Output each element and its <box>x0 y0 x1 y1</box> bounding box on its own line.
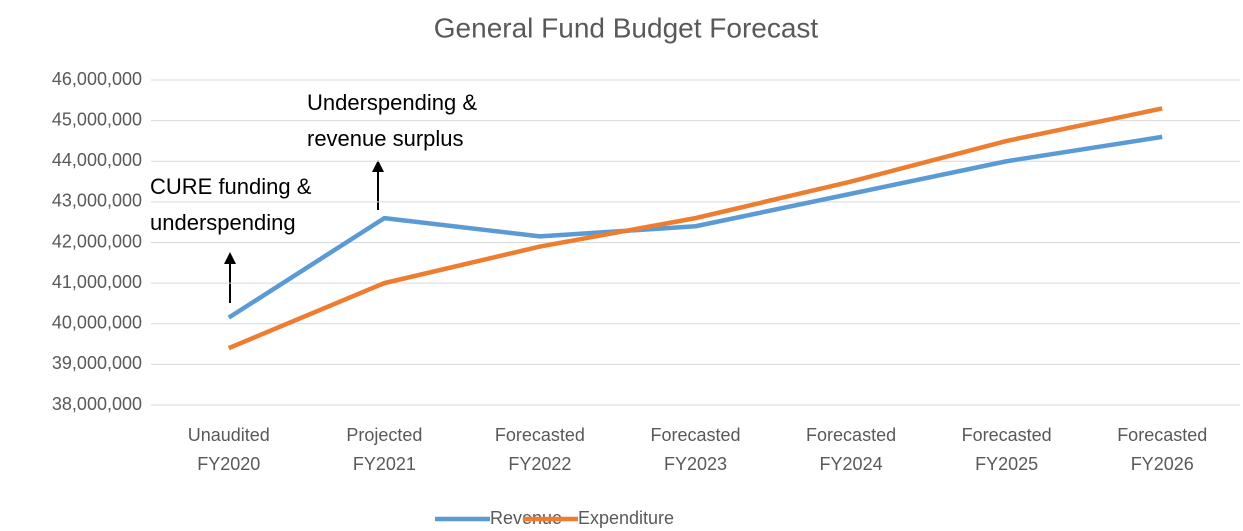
annotation: CURE funding & <box>150 174 312 199</box>
x-tick-label: FY2026 <box>1131 454 1194 474</box>
annotation: revenue surplus <box>307 126 464 151</box>
x-tick-label: Forecasted <box>495 425 585 445</box>
x-tick-label: FY2020 <box>197 454 260 474</box>
series-line <box>227 106 1163 351</box>
y-tick-label: 41,000,000 <box>52 272 142 292</box>
y-tick-label: 40,000,000 <box>52 313 142 333</box>
x-tick-label: FY2022 <box>508 454 571 474</box>
x-tick-label: Projected <box>346 425 422 445</box>
annotation: underspending <box>150 210 296 235</box>
y-tick-label: 38,000,000 <box>52 394 142 414</box>
x-tick-label: Forecasted <box>806 425 896 445</box>
x-tick-label: Forecasted <box>1117 425 1207 445</box>
y-tick-label: 43,000,000 <box>52 191 142 211</box>
chart-title: General Fund Budget Forecast <box>434 12 819 43</box>
x-tick-label: Forecasted <box>650 425 740 445</box>
y-tick-label: 42,000,000 <box>52 231 142 251</box>
y-tick-label: 39,000,000 <box>52 353 142 373</box>
legend-label: Expenditure <box>578 508 674 528</box>
x-tick-label: Unaudited <box>188 425 270 445</box>
x-tick-label: FY2023 <box>664 454 727 474</box>
x-tick-label: Forecasted <box>962 425 1052 445</box>
y-tick-label: 45,000,000 <box>52 109 142 129</box>
y-tick-label: 44,000,000 <box>52 150 142 170</box>
x-tick-label: FY2021 <box>353 454 416 474</box>
annotation: Underspending & <box>307 90 477 115</box>
x-tick-label: FY2024 <box>820 454 883 474</box>
series-line <box>227 134 1163 320</box>
y-tick-label: 46,000,000 <box>52 69 142 89</box>
x-tick-label: FY2025 <box>975 454 1038 474</box>
